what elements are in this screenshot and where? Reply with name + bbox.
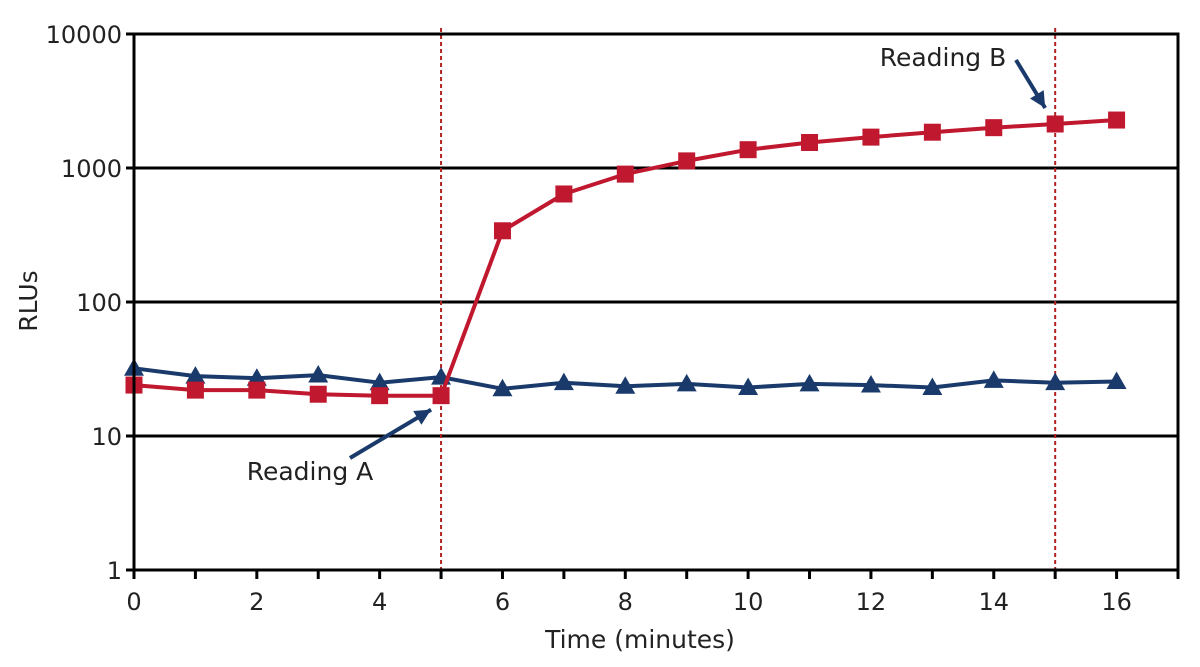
grid-layer: [134, 32, 1178, 572]
y-tick-label-2: 100: [76, 289, 122, 317]
series-0-point-9: [676, 373, 697, 392]
series-line-1: [133, 118, 1117, 398]
annotation-arrow-a: [348, 407, 433, 460]
x-tick-label-2: 4: [372, 588, 387, 616]
x-tick-label-0: 0: [126, 588, 141, 616]
x-tick-label-3: 6: [495, 588, 510, 616]
x-tick-label-7: 14: [978, 588, 1009, 616]
series-0-point-11: [799, 373, 820, 392]
series-0-point-4: [369, 372, 390, 391]
x-tick-label-6: 12: [856, 588, 887, 616]
series-0-point-6: [492, 378, 513, 397]
reference-lines: [440, 28, 1057, 570]
x-tick-label-8: 16: [1101, 588, 1132, 616]
series-0-point-15: [1045, 372, 1066, 391]
annotation-layer: Reading A Reading B: [247, 43, 1047, 486]
series-1-point-15: [1046, 115, 1064, 133]
series-1-point-10: [739, 141, 757, 159]
series-1-point-16: [1108, 111, 1126, 129]
annotation-arrow-b-head: [1030, 90, 1046, 108]
series-1-point-4: [371, 387, 389, 405]
series-1-point-3: [309, 385, 327, 403]
series-1-point-1: [186, 381, 204, 399]
series-1-point-12: [862, 128, 880, 146]
series-0-point-7: [553, 372, 574, 391]
annotation-arrow-a-head: [413, 409, 432, 425]
series-0-point-16: [1106, 371, 1127, 390]
y-axis-label: RLUs: [14, 270, 43, 331]
series-1-point-13: [923, 123, 941, 141]
series-1-point-6: [493, 222, 511, 240]
x-axis-label: Time (minutes): [544, 625, 735, 654]
series-1-point-5: [432, 387, 450, 405]
series-1-point-14: [985, 119, 1003, 137]
y-tick-label-0: 1: [107, 557, 122, 585]
series-1-point-8: [616, 165, 634, 183]
series-0-point-2: [246, 368, 267, 386]
x-tick-label-4: 8: [618, 588, 633, 616]
axis-layer: 1 10 100 1000 10000 0 2 4 6 8 10 12 14 16: [46, 21, 1180, 616]
x-tick-label-5: 10: [733, 588, 764, 616]
y-tick-label-3: 1000: [61, 155, 122, 183]
series-1-point-2: [248, 381, 266, 399]
series-0-point-3: [308, 365, 329, 383]
annotation-reading-b: Reading B: [880, 43, 1007, 72]
y-tick-label-4: 10000: [46, 21, 122, 49]
plot-frame: [132, 32, 1180, 572]
series-0-point-12: [860, 375, 881, 393]
series-1-point-11: [801, 133, 819, 151]
series-0-point-1: [185, 366, 206, 384]
series-1-point-7: [555, 185, 573, 203]
series-0-point-8: [615, 376, 636, 394]
annotation-reading-a: Reading A: [247, 457, 374, 486]
series-0-point-10: [738, 377, 759, 396]
y-tick-label-1: 10: [91, 423, 122, 451]
series-1-point-9: [678, 152, 696, 170]
series-layer: [124, 111, 1127, 405]
annotation-arrow-b: [1014, 58, 1047, 110]
series-0-point-14: [983, 370, 1004, 388]
series-0-point-13: [922, 377, 943, 396]
x-tick-label-1: 2: [249, 588, 264, 616]
